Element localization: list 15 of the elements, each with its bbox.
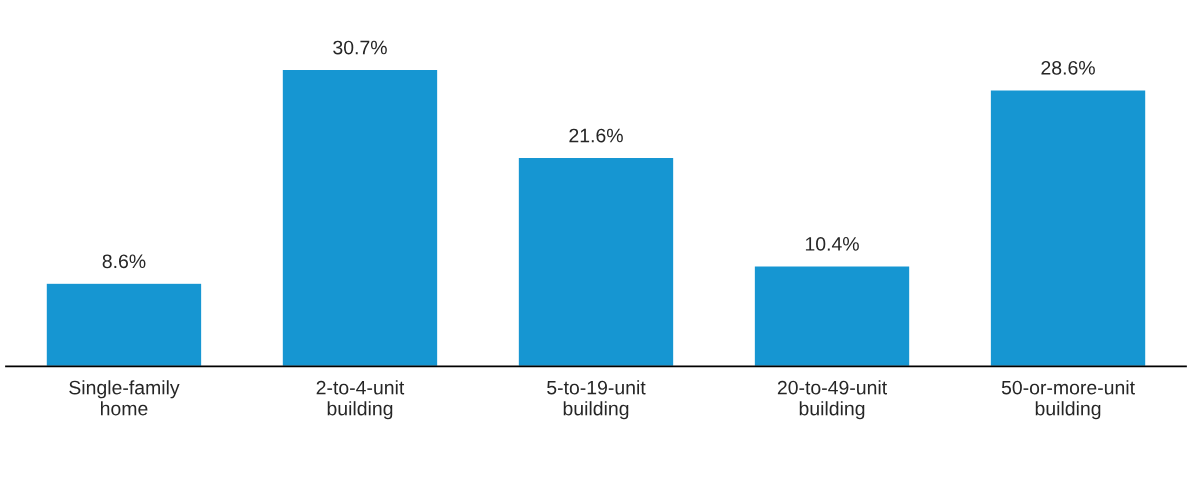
bar [45,282,203,367]
bar [989,88,1147,367]
bar [753,265,911,367]
data-label: 10.4% [805,237,859,251]
data-label: 8.6% [102,254,146,269]
data-label: 21.6% [569,128,623,143]
data-label: 28.6% [1041,60,1095,75]
x-tick-label: 50-or-more-unit building [1001,380,1135,420]
x-tick-label: Single-family home [69,380,180,416]
x-tick-label: 20-to-49-unit building [777,380,887,420]
data-label: 30.7% [333,40,387,55]
x-tick-label: 2-to-4-unit building [316,380,405,420]
bar [281,68,439,367]
bar [517,156,675,367]
x-tick-label: 5-to-19-unit building [547,380,646,420]
